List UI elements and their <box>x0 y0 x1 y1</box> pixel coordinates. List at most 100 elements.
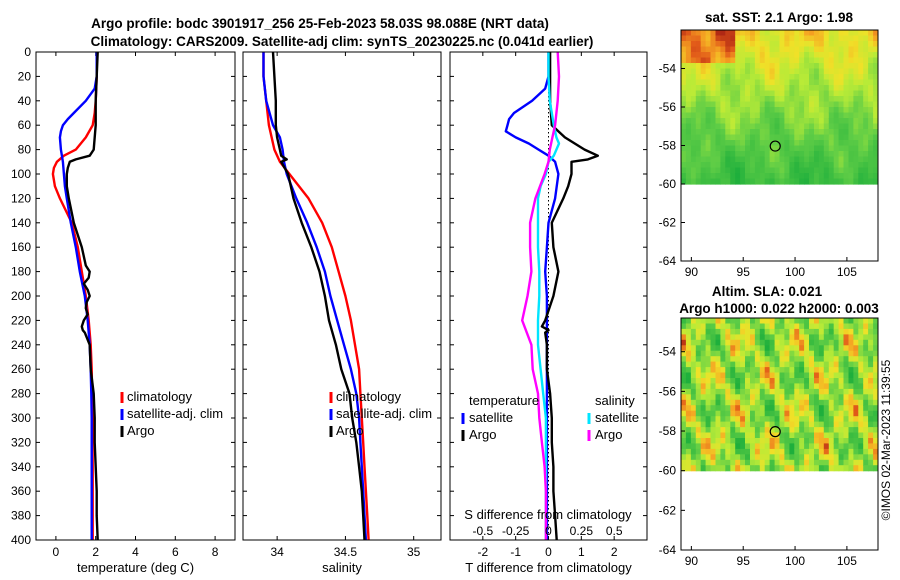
map-cell <box>681 145 687 152</box>
map-cell <box>809 383 815 390</box>
map-cell <box>858 427 864 434</box>
map-cell <box>700 443 707 450</box>
map-cell <box>725 432 731 439</box>
map-cell <box>868 68 874 75</box>
map-cell <box>769 421 776 428</box>
map-cell <box>769 367 776 374</box>
map-cell <box>784 107 790 114</box>
map-cell <box>784 41 790 48</box>
map-cell <box>779 85 785 92</box>
map-cell <box>823 372 830 379</box>
map-cell <box>720 35 726 42</box>
map-cell <box>774 443 781 450</box>
map-cell <box>784 394 790 401</box>
map-cell <box>873 410 878 417</box>
map-cell <box>725 30 731 37</box>
map-cell <box>794 96 800 103</box>
map-cell <box>823 96 830 103</box>
map-cell <box>725 356 731 363</box>
map-cell <box>833 112 840 119</box>
map-cell <box>700 367 707 374</box>
map-cell <box>681 107 687 114</box>
map-cell <box>784 101 790 108</box>
map-cell <box>814 334 820 341</box>
legend-label: Argo <box>595 427 622 442</box>
map-cell <box>779 361 785 368</box>
map-cell <box>759 388 766 395</box>
map-cell <box>685 394 692 401</box>
map-cell <box>769 318 776 325</box>
map-cell <box>828 454 835 461</box>
map-cell <box>779 129 785 136</box>
map-cell <box>789 63 795 70</box>
map-cell <box>769 85 776 92</box>
map-cell <box>794 323 800 330</box>
map-cell <box>695 399 702 406</box>
map-cell <box>818 123 825 130</box>
map-cell <box>828 459 835 466</box>
x-tick-label: 4 <box>132 545 139 559</box>
map-cell <box>873 118 878 125</box>
map-cell <box>784 328 790 335</box>
map-cell <box>838 118 845 125</box>
map-cell <box>710 162 716 169</box>
map-cell <box>759 448 766 455</box>
map-cell <box>735 399 741 406</box>
map-cell <box>828 96 835 103</box>
map-cell <box>681 427 687 434</box>
map-cell <box>730 427 736 434</box>
map-cell <box>745 85 751 92</box>
map-cell <box>745 448 751 455</box>
map-cell <box>779 30 785 37</box>
map-cell <box>705 323 712 330</box>
map-cell <box>789 134 795 141</box>
map-cell <box>868 372 874 379</box>
map-cell <box>700 394 707 401</box>
map-cell <box>828 388 835 395</box>
map-cell <box>764 118 771 125</box>
map-cell <box>710 96 716 103</box>
map-cell <box>858 107 864 114</box>
map-cell <box>833 318 840 325</box>
map-cell <box>823 399 830 406</box>
map-cell <box>715 410 721 417</box>
map-cell <box>705 118 712 125</box>
map-cell <box>754 134 761 141</box>
map-cell <box>730 101 736 108</box>
map-cell <box>700 318 707 325</box>
map-cell <box>873 30 878 37</box>
map-cell <box>720 318 726 325</box>
map-x-tick-label: 105 <box>837 554 857 568</box>
map-cell <box>818 46 825 53</box>
map-cell <box>754 162 761 169</box>
map-cell <box>863 123 869 130</box>
map-cell <box>838 46 845 53</box>
map-cell <box>804 339 810 346</box>
map-cell <box>730 74 736 81</box>
map-cell <box>681 448 687 455</box>
map-cell <box>804 90 810 97</box>
map-cell <box>828 112 835 119</box>
map-cell <box>804 57 810 64</box>
map-cell <box>853 361 859 368</box>
map-cell <box>750 30 756 37</box>
map-cell <box>853 339 859 346</box>
map-cell <box>848 454 854 461</box>
map-cell <box>858 361 864 368</box>
map-cell <box>685 52 692 59</box>
map-cell <box>750 323 756 330</box>
map-cell <box>804 459 810 466</box>
map-cell <box>848 85 854 92</box>
map-cell <box>715 394 721 401</box>
map-cell <box>754 334 761 341</box>
map-cell <box>843 167 849 174</box>
map-cell <box>774 323 781 330</box>
map-cell <box>715 339 721 346</box>
map-cell <box>863 167 869 174</box>
map-cell <box>814 112 820 119</box>
map-cell <box>700 178 707 185</box>
map-cell <box>799 129 805 136</box>
map-cell <box>848 173 854 180</box>
map-cell <box>863 140 869 147</box>
map-cell <box>858 378 864 385</box>
